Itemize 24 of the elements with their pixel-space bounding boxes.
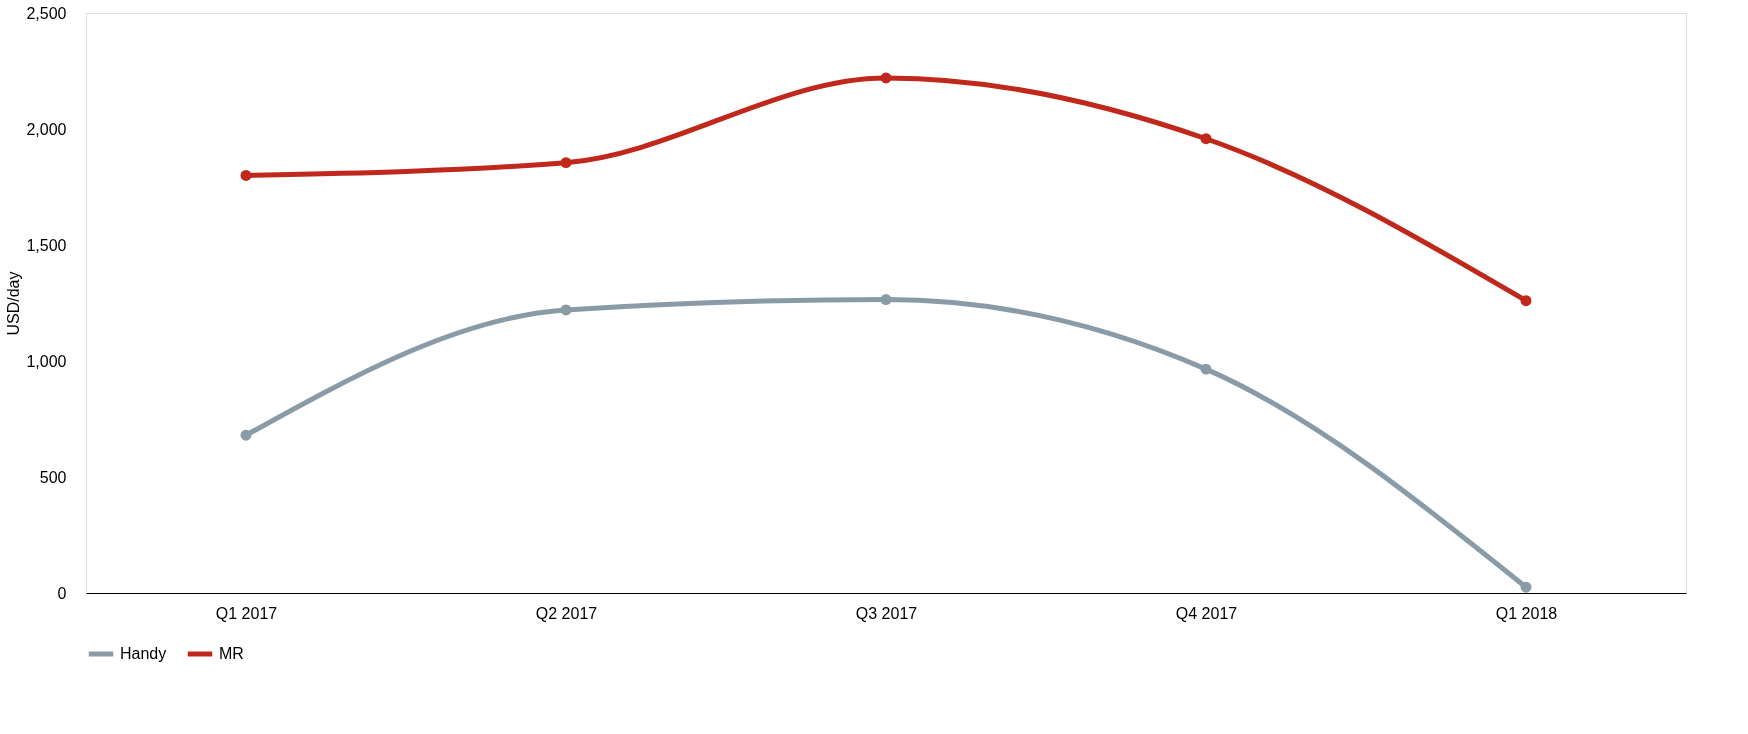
point <box>560 304 572 316</box>
point <box>1520 581 1532 593</box>
y-tick-label: 500 <box>39 468 67 486</box>
x-tick-label: Q2 2017 <box>535 604 598 622</box>
y-tick-label: 1,500 <box>26 236 67 254</box>
x-tick-label: Q1 2017 <box>215 604 278 622</box>
y-tick-label: 1,000 <box>26 352 67 370</box>
y-tick-label: 0 <box>57 584 67 602</box>
point <box>1200 133 1212 145</box>
y-tick-label: 2,000 <box>26 120 67 138</box>
x-tick-label: Q4 2017 <box>1175 604 1238 622</box>
point <box>240 429 252 441</box>
legend-label: MR <box>219 645 244 662</box>
y-tick-label: 2,500 <box>26 4 67 22</box>
point <box>880 72 892 84</box>
legend-label: Handy <box>120 645 167 662</box>
point <box>560 157 572 169</box>
x-tick-label: Q1 2018 <box>1495 604 1558 622</box>
point <box>1520 295 1532 307</box>
x-tick-label: Q3 2017 <box>855 604 918 622</box>
point <box>1200 363 1212 375</box>
y-axis-title: USD/day <box>5 271 23 336</box>
point <box>880 294 892 305</box>
point <box>240 169 252 181</box>
